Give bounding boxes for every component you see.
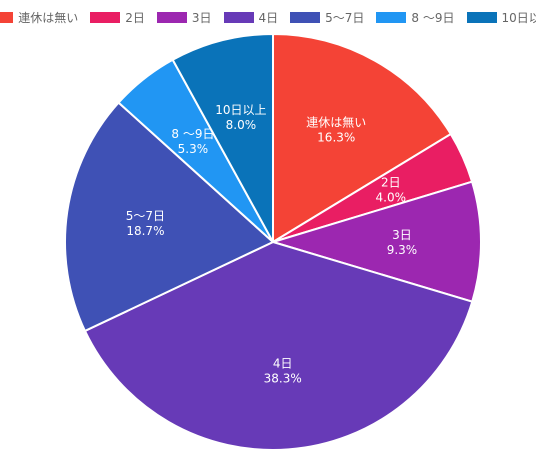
legend-item[interactable]: 連休は無い — [0, 9, 78, 26]
legend-swatch — [376, 11, 407, 23]
legend-label: 4日 — [258, 10, 279, 25]
slice-label: 連休は無い — [306, 115, 366, 130]
slice-label: 2日 — [381, 175, 401, 189]
legend-swatch — [0, 11, 14, 23]
pie-slice[interactable] — [269, 180, 482, 303]
legend-swatch — [90, 11, 121, 23]
slice-value-label: 9.3% — [387, 243, 418, 257]
legend-label: 連休は無い — [18, 10, 79, 25]
legend-label: 8 〜9日 — [411, 10, 455, 25]
pie-slice[interactable] — [64, 101, 275, 333]
slice-value-label: 8.0% — [226, 118, 257, 132]
slice-value-label: 18.7% — [126, 224, 164, 238]
legend-swatch — [290, 11, 321, 23]
pie-slice[interactable] — [272, 32, 453, 244]
slice-value-label: 5.3% — [178, 142, 209, 156]
slice-label: 3日 — [392, 228, 412, 242]
legend-item[interactable]: 3日 — [156, 9, 212, 26]
slice-label: 4日 — [273, 357, 293, 371]
legend-label: 5〜7日 — [325, 10, 365, 25]
legend-swatch — [466, 11, 497, 23]
slice-value-label: 16.3% — [317, 131, 355, 145]
legend-label: 10日以上 — [501, 10, 536, 25]
legend-item[interactable]: 5〜7日 — [290, 9, 364, 26]
legend-label: 2日 — [125, 10, 145, 25]
slice-label: 8 〜9日 — [171, 127, 214, 141]
pie-slice[interactable] — [171, 32, 274, 243]
slice-label: 5〜7日 — [126, 209, 165, 223]
legend-item[interactable]: 10日以上 — [466, 9, 536, 26]
chart-legend: 連休は無い 2日 3日 4日 5〜7日 8 〜9日 10日以上 — [0, 6, 536, 28]
slice-value-label: 38.3% — [264, 372, 302, 386]
legend-swatch — [156, 11, 187, 23]
slice-value-label: 4.0% — [376, 190, 407, 204]
legend-label: 3日 — [191, 10, 212, 25]
legend-item[interactable]: 8 〜9日 — [376, 9, 455, 26]
legend-item[interactable]: 4日 — [223, 9, 279, 26]
pie-slice[interactable] — [83, 240, 474, 451]
legend-item[interactable]: 2日 — [90, 9, 145, 26]
legend-swatch — [223, 11, 254, 23]
slice-label: 10日以上 — [215, 103, 266, 117]
